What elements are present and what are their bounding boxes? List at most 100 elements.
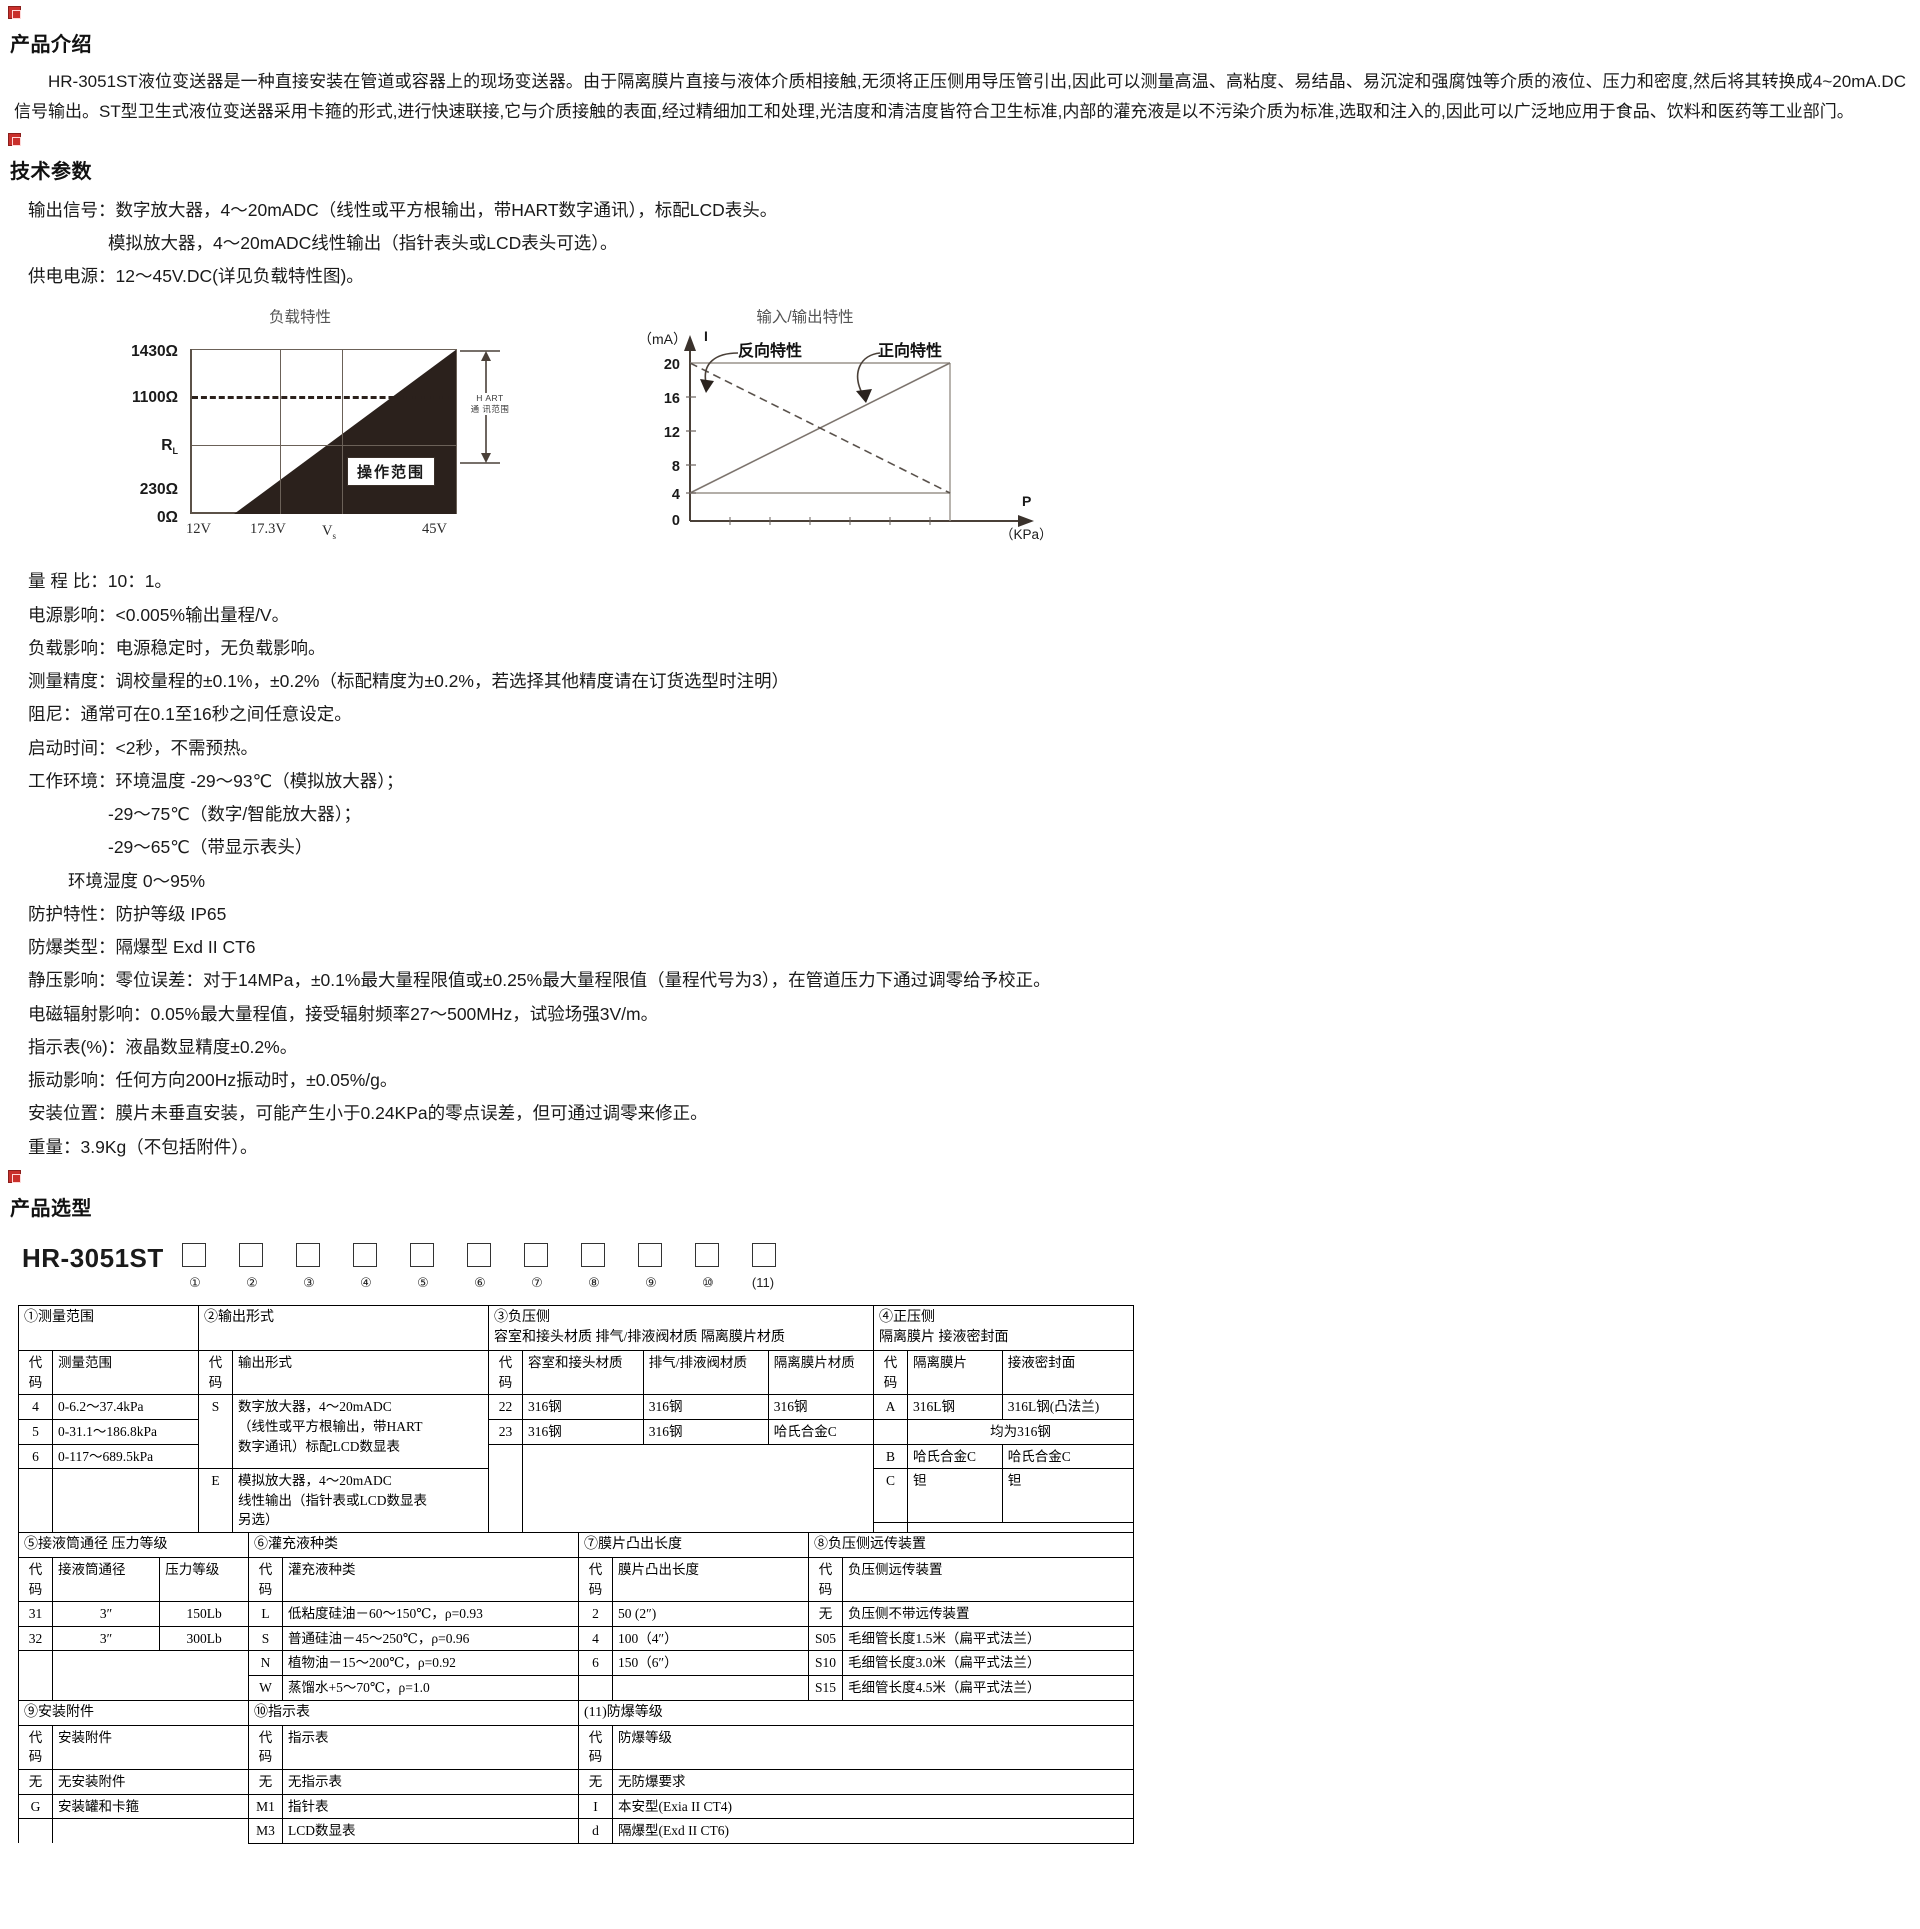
t3-c1: 316钢 <box>522 1419 644 1445</box>
t1-title: ①测量范围 <box>18 1304 199 1352</box>
model-num: ⑦ <box>531 1274 543 1290</box>
table-row: N 植物油－15～200℃，ρ=0.92 6 150（6″） S10 毛细管长度… <box>18 1650 1134 1676</box>
t7-spacer <box>578 1674 613 1701</box>
t5-col-hdr-1: 接液筒通径 <box>51 1557 161 1603</box>
t4-col-hdr-2: 接液密封面 <box>1001 1350 1135 1396</box>
bookmark-icon <box>8 132 21 146</box>
model-box-5[interactable] <box>410 1242 434 1267</box>
spec-line: -29～65℃（带显示表头） <box>108 837 313 858</box>
t2-line: 数字放大器，4～20mADC <box>238 1399 392 1415</box>
t10-code: M3 <box>248 1818 283 1844</box>
model-num: ⑨ <box>645 1274 657 1290</box>
t9-code: G <box>18 1793 53 1820</box>
t4-title-main: ④正压侧 <box>879 1309 935 1325</box>
chart1-gridline-45v <box>456 349 457 515</box>
t3-col-hdr-1: 容室和接头材质 <box>522 1350 644 1396</box>
t3-subtitle: 容室和接头材质 排气/排液阀材质 隔离膜片材质 <box>494 1330 785 1346</box>
t9-spacer2 <box>52 1818 249 1844</box>
model-num: (11) <box>751 1274 775 1290</box>
model-box-2[interactable] <box>239 1242 263 1267</box>
model-box-1[interactable] <box>182 1242 206 1267</box>
t5-spacer2 <box>52 1675 249 1701</box>
t1-val-hdr: 测量范围 <box>52 1350 199 1396</box>
t5-c2: 150Lb <box>159 1601 249 1627</box>
spec-line: 重量：3.9Kg（不包括附件）。 <box>28 1136 258 1157</box>
model-box-6[interactable] <box>467 1242 491 1267</box>
chart1-operating-region <box>192 349 457 515</box>
model-box-3[interactable] <box>296 1242 320 1267</box>
chart2-ytick: 4 <box>671 487 680 504</box>
model-box-10[interactable] <box>695 1242 719 1267</box>
model-num: ⑩ <box>702 1274 714 1290</box>
t3-title-main: ③负压侧 <box>494 1309 550 1325</box>
chart2-y-symbol: I <box>704 328 708 345</box>
t9-code-hdr: 代码 <box>18 1724 53 1770</box>
t4-col-hdr-1: 隔离膜片 <box>907 1350 1003 1396</box>
charts-container: 负载特性 1430Ω 1100Ω RL 230Ω 0Ω 操作范围 <box>0 301 1920 561</box>
spec-line: -29～75℃（数字/智能放大器）； <box>108 804 362 824</box>
spec-line: 指示表(%)：液晶数显精度±0.2%。 <box>28 1036 298 1057</box>
t3-col-hdr-2: 排气/排液阀材质 <box>642 1350 769 1396</box>
t5-col-hdr-2: 压力等级 <box>159 1557 249 1603</box>
chart2-y-unit: （mA） <box>638 331 687 348</box>
t6-code: N <box>248 1650 283 1676</box>
t11-code-hdr: 代码 <box>578 1724 613 1770</box>
chart1-hart-label: H ART 通 讯范围 <box>466 393 514 415</box>
t11-code: I <box>578 1793 613 1820</box>
t9-title: ⑨安装附件 <box>18 1699 249 1726</box>
t7-spacer2 <box>612 1674 809 1701</box>
t6-val: 低粘度硅油－60～150℃，ρ=0.93 <box>282 1601 579 1627</box>
t2-line: 线性输出（指针表或LCD数显表 <box>238 1492 427 1508</box>
chart2-plot-area <box>630 301 1060 561</box>
t2-line: 另选） <box>238 1512 279 1528</box>
table-row: ⑤接液筒通径 压力等级 ⑥灌充液种类 ⑦膜片凸出长度 ⑧负压侧远传装置 <box>18 1531 1134 1559</box>
model-box-4[interactable] <box>353 1242 377 1267</box>
t11-code: d <box>578 1818 613 1844</box>
t8-val-hdr: 负压侧远传装置 <box>842 1557 1134 1603</box>
t2-line: （线性或平方根输出，带HART <box>238 1419 423 1435</box>
chart1-top-border <box>192 349 457 351</box>
t4-c2: 哈氏合金C <box>1001 1443 1135 1470</box>
t10-title: ⑩指示表 <box>248 1699 579 1726</box>
t8-code: 无 <box>808 1601 843 1627</box>
t2-val-hdr: 输出形式 <box>232 1350 489 1396</box>
t4-code <box>873 1419 908 1445</box>
model-box-8[interactable] <box>581 1242 605 1267</box>
t3-col-hdr-3: 隔离膜片材质 <box>767 1350 875 1396</box>
t4-note: 均为316钢 <box>907 1419 1134 1445</box>
chart1-ytick: 0Ω <box>156 509 178 527</box>
table-row: 代码 接液筒通径 压力等级 代码 灌充液种类 代码 膜片凸出长度 代码 负压侧远… <box>18 1557 1134 1603</box>
t4-c1: 316L钢 <box>907 1394 1003 1421</box>
t8-code: S15 <box>808 1674 843 1701</box>
chart1-xtick: 17.3V <box>250 521 286 538</box>
spec-line: 环境湿度 0～95% <box>68 870 206 891</box>
t1-code: 4 <box>18 1394 53 1421</box>
t5-c1: 3″ <box>51 1601 161 1627</box>
t2-code: E <box>198 1468 233 1533</box>
t9-val: 安装罐和卡箍 <box>52 1793 249 1820</box>
spec-line: 防爆类型：隔爆型 Exd II CT6 <box>28 937 256 957</box>
t4-c1: 钽 <box>907 1468 1003 1523</box>
t11-title: (11)防爆等级 <box>578 1699 1134 1726</box>
model-box-11[interactable] <box>752 1242 776 1267</box>
model-box-9[interactable] <box>638 1242 662 1267</box>
datasheet-page: 产品介绍 HR-3051ST液位变送器是一种直接安装在管道或容器上的现场变送器。… <box>0 6 1920 1844</box>
chart1-title: 负载特性 <box>268 309 331 327</box>
t10-val-hdr: 指示表 <box>282 1724 579 1770</box>
t4-code-hdr: 代码 <box>873 1350 908 1396</box>
spec-list-bottom: 量 程 比：10：1。 电源影响：<0.005%输出量程/V。 负载影响：电源稳… <box>0 565 1920 1164</box>
t2-code-hdr: 代码 <box>198 1350 233 1396</box>
t5-spacer <box>18 1675 53 1701</box>
table-row: 5 0-31.1～186.8kPa 23 316钢 316钢 哈氏合金C 均为3… <box>18 1419 1134 1445</box>
option-table-row-1: ①测量范围 ②输出形式 ③负压侧 容室和接头材质 排气/排液阀材质 隔离膜片材质… <box>18 1304 1135 1533</box>
table-row: ⑨安装附件 ⑩指示表 (11)防爆等级 <box>18 1699 1134 1726</box>
t5-code: 32 <box>18 1625 53 1652</box>
t11-code: 无 <box>578 1768 613 1795</box>
chart1-ytick: 230Ω <box>139 481 178 499</box>
chart1-rl-line <box>192 445 457 447</box>
t3-code: 22 <box>488 1394 523 1421</box>
bookmark-marker-model <box>0 1164 1920 1190</box>
t10-val: 指针表 <box>282 1793 579 1820</box>
spec-line: 量 程 比：10：1。 <box>28 571 172 592</box>
model-box-7[interactable] <box>524 1242 548 1267</box>
